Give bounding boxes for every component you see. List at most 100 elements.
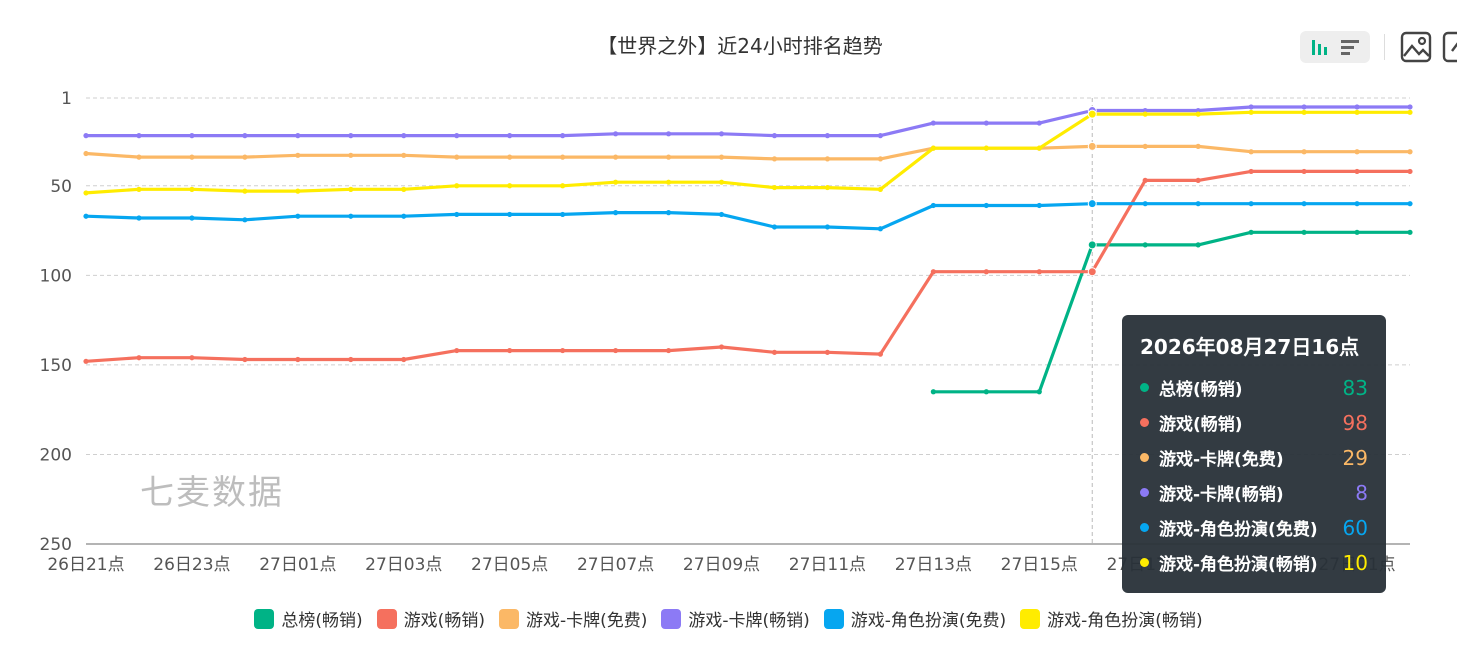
data-point[interactable] [454,183,460,189]
legend-item[interactable]: 游戏-卡牌(免费) [498,606,647,631]
data-point[interactable] [1301,201,1307,207]
data-point[interactable] [242,356,248,363]
data-point[interactable] [983,145,989,151]
legend-item[interactable]: 游戏-角色扮演(畅销) [1020,606,1203,631]
data-point[interactable] [136,215,142,221]
data-point[interactable] [295,213,301,219]
data-point[interactable] [83,213,89,219]
data-point[interactable] [1354,201,1360,207]
legend-item[interactable]: 总榜(畅销) [254,606,363,631]
data-point[interactable] [771,349,778,355]
data-point[interactable] [1142,177,1148,183]
data-point[interactable] [295,188,301,194]
data-point[interactable] [454,154,460,160]
data-point[interactable] [1301,168,1307,175]
data-point[interactable] [1248,109,1254,115]
data-point[interactable] [136,133,142,139]
data-point[interactable] [665,347,672,354]
data-point[interactable] [1036,120,1042,126]
data-point[interactable] [1195,143,1201,149]
data-point[interactable] [1407,109,1413,115]
data-point[interactable] [560,133,566,139]
data-point[interactable] [1354,168,1360,175]
data-point[interactable] [401,186,407,192]
data-point[interactable] [1354,149,1360,155]
data-point[interactable] [771,133,778,139]
data-point[interactable] [1195,107,1201,114]
data-point[interactable] [454,133,460,139]
data-point[interactable] [1036,269,1042,275]
data-point[interactable] [1087,109,1097,119]
data-point[interactable] [1354,104,1360,110]
data-point[interactable] [1248,201,1254,207]
data-point[interactable] [1087,267,1097,277]
data-point[interactable] [824,224,831,230]
data-point[interactable] [665,154,672,160]
data-point[interactable] [824,156,831,162]
data-point[interactable] [665,131,672,137]
data-point[interactable] [136,154,142,160]
data-point[interactable] [613,347,619,354]
data-point[interactable] [930,120,936,126]
data-point[interactable] [1036,145,1042,151]
data-point[interactable] [718,131,725,137]
data-point[interactable] [1195,111,1201,117]
data-point[interactable] [877,156,884,162]
data-point[interactable] [401,152,407,158]
data-point[interactable] [1087,199,1097,209]
data-point[interactable] [1301,149,1307,155]
data-point[interactable] [454,347,460,354]
data-point[interactable] [877,226,884,232]
data-point[interactable] [348,186,354,192]
data-point[interactable] [1407,104,1413,110]
data-point[interactable] [560,154,566,160]
data-point[interactable] [1142,107,1148,114]
data-point[interactable] [665,210,672,216]
data-point[interactable] [1036,389,1042,395]
data-point[interactable] [348,152,354,158]
data-point[interactable] [295,152,301,158]
data-point[interactable] [930,389,936,395]
data-point[interactable] [1142,242,1148,248]
data-point[interactable] [1248,168,1254,175]
data-point[interactable] [613,154,619,160]
data-point[interactable] [1407,168,1413,175]
data-point[interactable] [1248,104,1254,110]
data-point[interactable] [189,186,195,192]
data-point[interactable] [189,154,195,160]
data-point[interactable] [1354,229,1360,235]
image-download-icon[interactable] [1399,30,1433,64]
legend-item[interactable]: 游戏-卡牌(畅销) [661,606,810,631]
data-point[interactable] [83,190,89,196]
data-point[interactable] [824,349,831,355]
data-point[interactable] [136,355,142,361]
data-point[interactable] [1036,202,1042,209]
data-point[interactable] [930,269,936,275]
data-point[interactable] [560,347,566,354]
legend-item[interactable]: 游戏(畅销) [376,606,485,631]
data-point[interactable] [83,133,89,139]
data-point[interactable] [983,269,989,275]
data-point[interactable] [1087,141,1097,151]
data-point[interactable] [1195,242,1201,248]
data-point[interactable] [1142,111,1148,117]
data-point[interactable] [877,133,884,139]
data-point[interactable] [665,179,672,185]
data-point[interactable] [189,355,195,361]
data-point[interactable] [1142,143,1148,149]
data-point[interactable] [613,179,619,185]
data-point[interactable] [242,133,248,139]
line-chart-icon[interactable] [1308,35,1332,59]
data-point[interactable] [718,179,725,185]
data-point[interactable] [1407,229,1413,235]
data-point[interactable] [1248,149,1254,155]
data-point[interactable] [401,133,407,139]
data-point[interactable] [1248,229,1254,235]
data-point[interactable] [560,183,566,189]
data-point[interactable] [877,186,884,192]
data-point[interactable] [824,184,831,191]
data-point[interactable] [1407,149,1413,155]
data-point[interactable] [401,356,407,363]
data-point[interactable] [348,213,354,219]
data-point[interactable] [1195,201,1201,207]
